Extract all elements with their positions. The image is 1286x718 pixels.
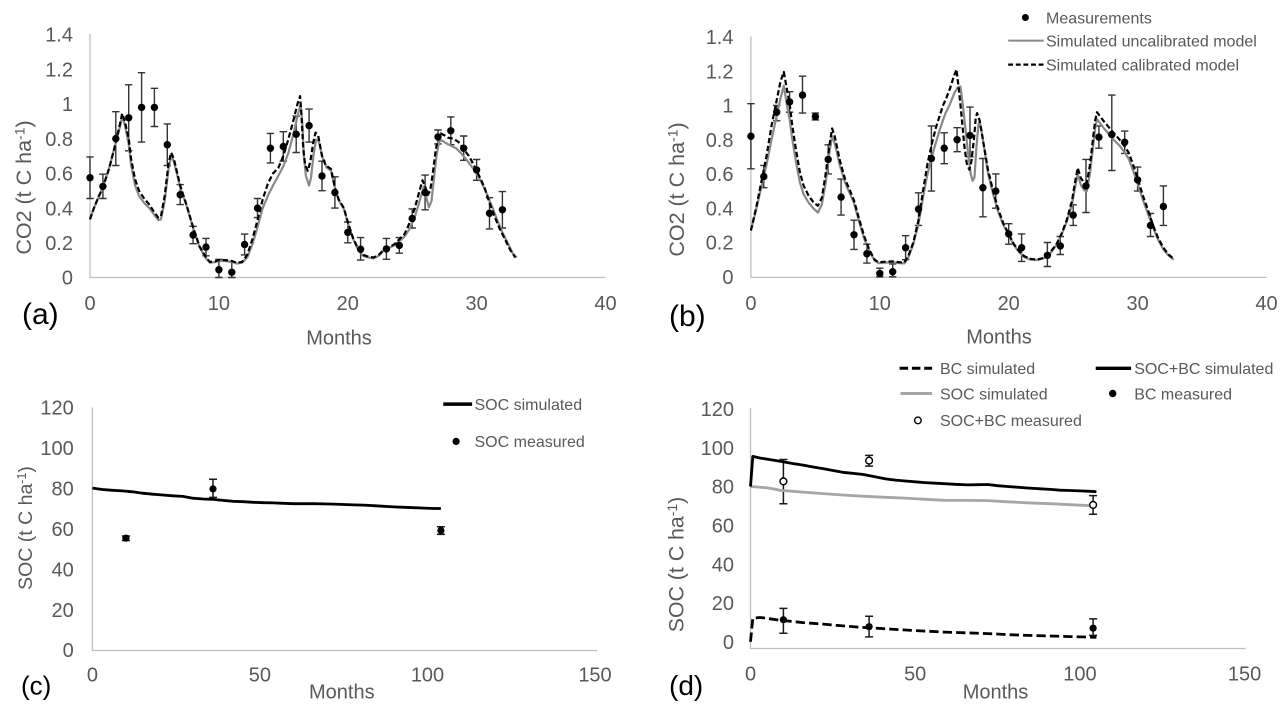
svg-text:0.6: 0.6 (45, 164, 73, 186)
svg-text:SOC measured: SOC measured (475, 434, 585, 451)
svg-text:0: 0 (87, 665, 98, 687)
svg-text:1.2: 1.2 (706, 61, 734, 83)
svg-text:30: 30 (1126, 293, 1148, 315)
svg-text:100: 100 (40, 438, 73, 460)
svg-text:SOC simulated: SOC simulated (940, 386, 1048, 403)
svg-text:150: 150 (1228, 664, 1261, 686)
svg-text:1.4: 1.4 (45, 25, 73, 47)
svg-text:0.2: 0.2 (45, 233, 73, 255)
svg-text:0.2: 0.2 (706, 233, 734, 255)
svg-text:(b): (b) (669, 300, 706, 333)
svg-text:0: 0 (723, 632, 734, 654)
svg-text:60: 60 (712, 516, 734, 538)
svg-text:1.2: 1.2 (45, 59, 73, 81)
svg-text:0: 0 (63, 640, 74, 662)
svg-text:BC simulated: BC simulated (940, 361, 1035, 378)
svg-text:50: 50 (904, 664, 926, 686)
svg-text:1.4: 1.4 (706, 27, 734, 49)
svg-text:20: 20 (337, 293, 359, 315)
svg-text:0: 0 (62, 268, 73, 290)
svg-text:Measurements: Measurements (1046, 10, 1152, 27)
svg-text:0.8: 0.8 (706, 130, 734, 152)
svg-text:0.8: 0.8 (45, 129, 73, 151)
svg-text:Months: Months (309, 682, 375, 704)
svg-text:150: 150 (578, 665, 611, 687)
svg-text:0: 0 (84, 293, 95, 315)
svg-text:0.4: 0.4 (45, 198, 73, 220)
svg-text:40: 40 (712, 554, 734, 576)
svg-text:60: 60 (52, 519, 74, 541)
svg-text:10: 10 (869, 293, 891, 315)
svg-text:1: 1 (62, 94, 73, 116)
svg-text:20: 20 (52, 600, 74, 622)
svg-text:120: 120 (40, 398, 73, 420)
svg-text:100: 100 (1063, 664, 1096, 686)
svg-text:50: 50 (249, 665, 271, 687)
svg-text:SOC simulated: SOC simulated (475, 397, 583, 414)
svg-text:0.6: 0.6 (706, 164, 734, 186)
svg-text:100: 100 (701, 438, 734, 460)
svg-text:CO2 (t C ha-1): CO2 (t C ha-1) (665, 122, 690, 256)
svg-text:0: 0 (745, 664, 756, 686)
svg-text:10: 10 (208, 293, 230, 315)
svg-text:(a): (a) (22, 298, 59, 331)
svg-text:Simulated calibrated model: Simulated calibrated model (1046, 57, 1239, 74)
svg-text:SOC+BC simulated: SOC+BC simulated (1134, 361, 1273, 378)
svg-text:BC measured: BC measured (1134, 386, 1232, 403)
svg-text:1: 1 (722, 96, 733, 118)
svg-text:0: 0 (722, 267, 733, 289)
svg-text:SOC+BC measured: SOC+BC measured (940, 413, 1082, 430)
svg-text:40: 40 (594, 293, 616, 315)
svg-text:40: 40 (52, 559, 74, 581)
svg-text:30: 30 (465, 293, 487, 315)
svg-text:80: 80 (712, 477, 734, 499)
svg-text:40: 40 (1255, 293, 1277, 315)
svg-text:0.4: 0.4 (706, 198, 734, 220)
svg-text:20: 20 (998, 293, 1020, 315)
svg-text:(c): (c) (21, 671, 51, 701)
svg-text:0: 0 (745, 293, 756, 315)
svg-text:Months: Months (963, 682, 1029, 704)
svg-text:Months: Months (966, 327, 1032, 349)
svg-text:Months: Months (306, 328, 372, 350)
svg-text:120: 120 (701, 399, 734, 421)
svg-text:SOC (t C ha-1): SOC (t C ha-1) (15, 466, 37, 590)
svg-text:100: 100 (411, 665, 444, 687)
svg-text:(d): (d) (669, 670, 703, 701)
svg-text:Simulated uncalibrated model: Simulated uncalibrated model (1046, 33, 1257, 50)
svg-text:20: 20 (712, 593, 734, 615)
svg-text:CO2 (t C ha-1): CO2 (t C ha-1) (12, 120, 37, 254)
svg-text:80: 80 (52, 479, 74, 501)
svg-text:SOC (t C ha-1): SOC (t C ha-1) (664, 497, 689, 633)
